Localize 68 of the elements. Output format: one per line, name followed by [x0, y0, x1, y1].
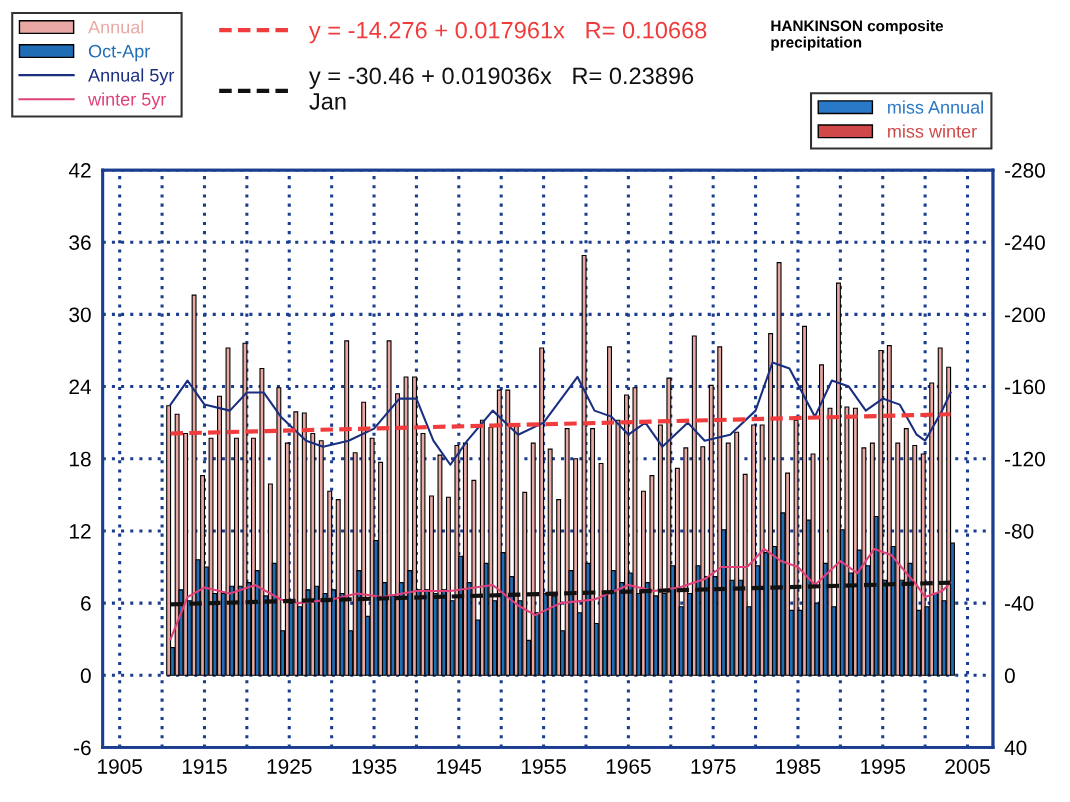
- bar: [835, 282, 841, 676]
- x-tick-label: 2005: [945, 759, 990, 774]
- y-tick-label: 24: [69, 379, 91, 395]
- y-tick-label: 36: [69, 235, 91, 250]
- y2-tick-label: -120: [1005, 451, 1045, 467]
- bar: [166, 405, 172, 676]
- y-tick-label: 42: [68, 163, 91, 178]
- x-tick-label: 1965: [606, 759, 651, 774]
- line-series: [169, 547, 952, 641]
- y2-tick-label: -280: [1005, 163, 1045, 178]
- bar: [208, 437, 214, 676]
- bar: [886, 345, 892, 676]
- x-tick-label: 1985: [776, 759, 821, 774]
- bar: [674, 467, 680, 676]
- y-tick-label: 12: [70, 523, 91, 539]
- bar: [632, 387, 638, 676]
- bar: [386, 340, 392, 676]
- bar: [657, 424, 663, 676]
- legend-label: Oct-Apr: [88, 44, 150, 62]
- x-tick-label: 1975: [691, 759, 736, 774]
- legend-label: Annual 5yr: [88, 68, 175, 86]
- bar: [462, 442, 468, 676]
- x-tick-label: 1995: [861, 759, 906, 774]
- bar: [225, 347, 231, 676]
- x-tick-label: 1925: [267, 759, 312, 774]
- x-tick-label: 1905: [98, 759, 142, 774]
- x-tick-label: 1955: [522, 759, 566, 774]
- line-series: [169, 361, 952, 466]
- y2-tick-label: 40: [1004, 740, 1027, 756]
- y-tick-label: 6: [81, 596, 91, 611]
- legend-label: y = -14.276 + 0.017961x R= 0.10668: [308, 21, 707, 44]
- y-tick-label: 30: [69, 307, 91, 323]
- bar: [284, 442, 290, 676]
- y2-tick-label: -200: [1005, 307, 1045, 323]
- legend-label: miss winter: [888, 124, 977, 138]
- bar: [445, 496, 451, 676]
- legend-label: y = -30.46 + 0.019036x R= 0.23896 Jan: [308, 67, 694, 110]
- y2-tick-label: -160: [1005, 379, 1045, 395]
- x-tick-label: 1935: [352, 759, 397, 774]
- bar: [810, 453, 816, 676]
- bar: [301, 412, 307, 676]
- y-tick-label: -6: [74, 740, 91, 756]
- bar: [420, 432, 426, 676]
- y-tick-label: 0: [80, 668, 91, 684]
- bar: [793, 419, 799, 676]
- y2-tick-label: -40: [1005, 596, 1034, 611]
- y-tick-label: 18: [70, 451, 91, 467]
- y2-tick-label: 0: [1004, 668, 1015, 684]
- bar: [437, 454, 443, 676]
- chart-title: HANKINSON composite precipitation: [771, 20, 944, 51]
- bar: [598, 463, 604, 676]
- x-tick-label: 1915: [182, 759, 227, 774]
- legend-label: winter 5yr: [88, 92, 167, 110]
- y2-tick-label: -240: [1005, 235, 1045, 250]
- bar: [827, 407, 833, 676]
- bar: [708, 384, 714, 676]
- bar: [318, 440, 324, 676]
- y2-tick-label: -80: [1005, 523, 1034, 539]
- legend-label: Annual: [88, 20, 144, 34]
- bar: [691, 335, 697, 676]
- bar: [250, 437, 256, 676]
- bar: [242, 342, 248, 676]
- legend-label: miss Annual: [888, 100, 983, 114]
- bar: [903, 428, 909, 676]
- bar: [615, 419, 621, 676]
- bar: [403, 376, 409, 676]
- x-tick-label: 1945: [437, 759, 482, 774]
- bar: [513, 424, 519, 676]
